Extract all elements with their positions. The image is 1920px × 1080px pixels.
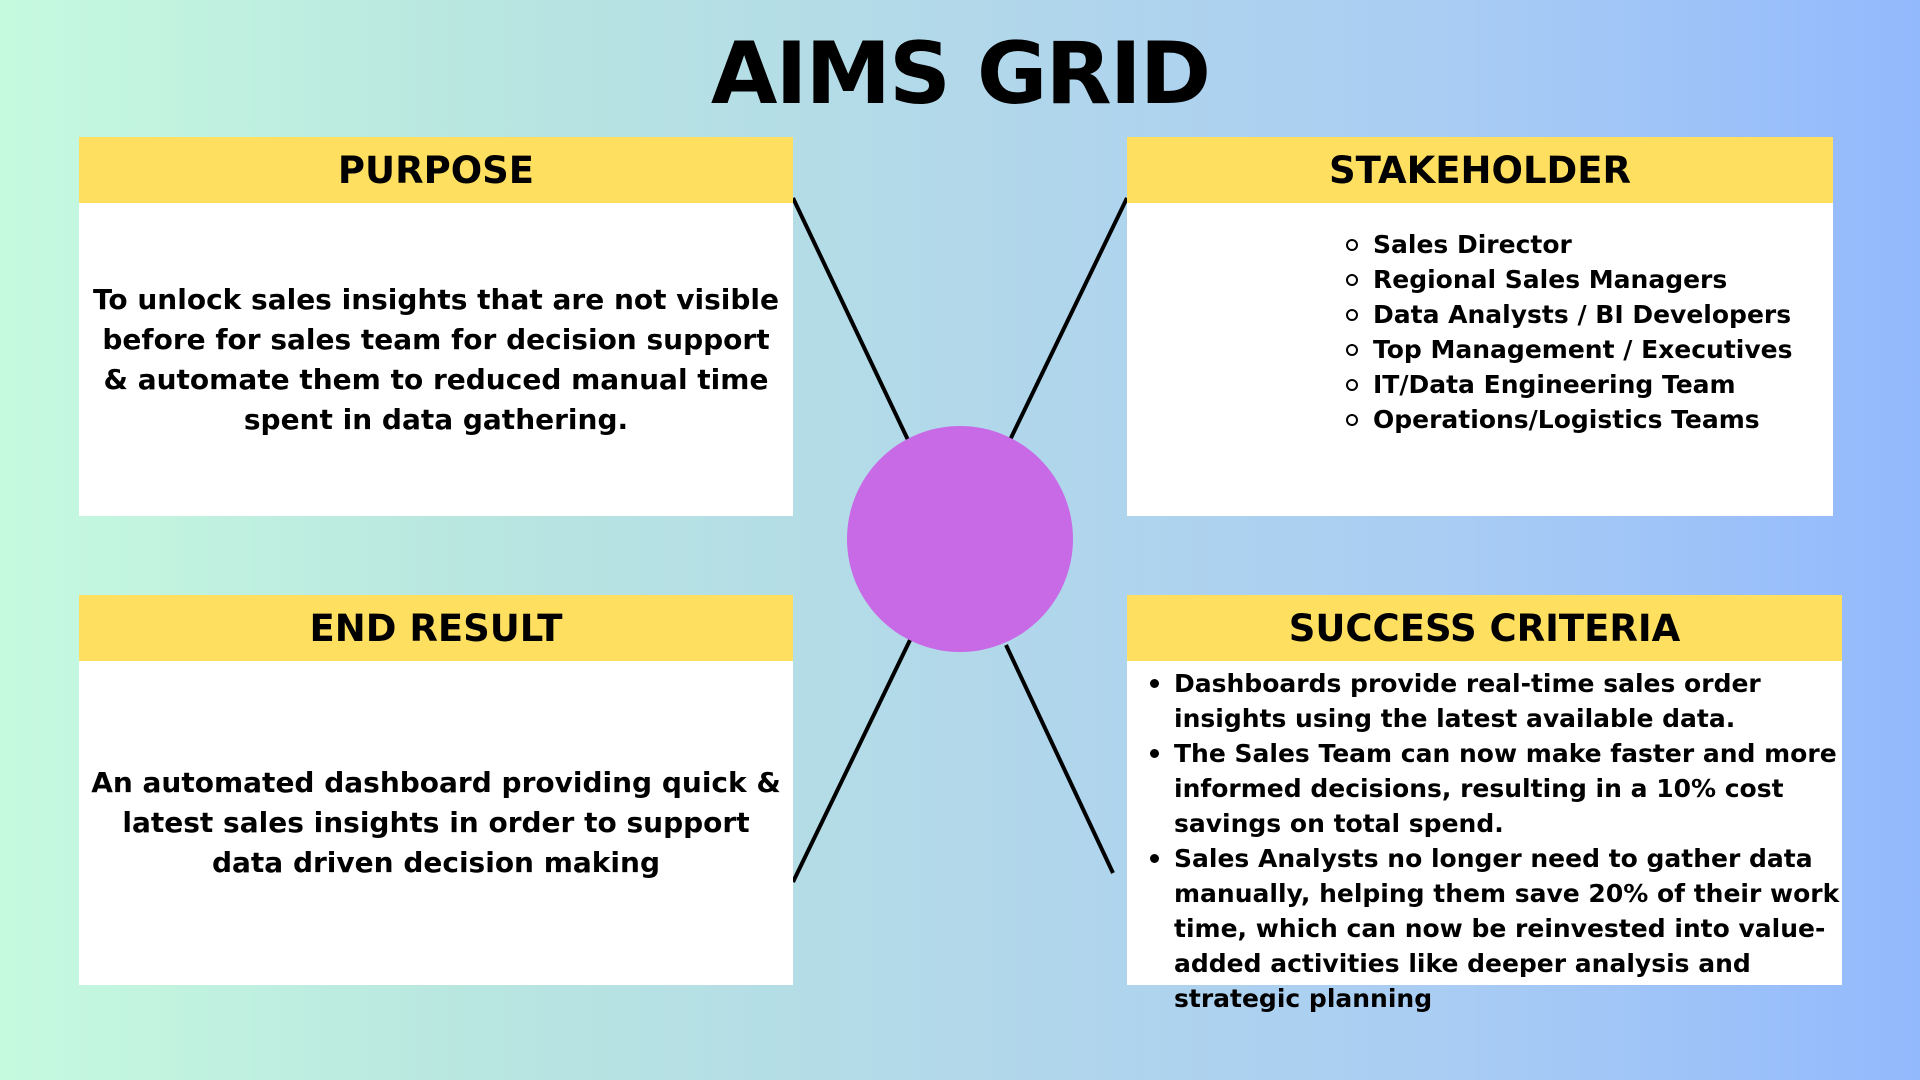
success-criteria-header: SUCCESS CRITERIA [1127, 595, 1842, 661]
circle-bullet-icon [1346, 379, 1358, 391]
purpose-header: PURPOSE [79, 137, 793, 203]
end-result-header: END RESULT [79, 595, 793, 661]
purpose-text: To unlock sales insights that are not vi… [93, 282, 779, 436]
circle-bullet-icon [1346, 344, 1358, 356]
list-item: Sales Analysts no longer need to gather … [1147, 841, 1842, 1016]
connector-success [1004, 644, 1115, 874]
stakeholder-body: Sales Director Regional Sales Managers D… [1127, 203, 1833, 516]
circle-bullet-icon [1346, 414, 1358, 426]
list-item: The Sales Team can now make faster and m… [1147, 736, 1842, 841]
purpose-box: PURPOSE To unlock sales insights that ar… [79, 137, 793, 516]
connector-stakeholder [1008, 197, 1129, 441]
circle-bullet-icon [1346, 239, 1358, 251]
end-result-text: An automated dashboard providing quick &… [91, 766, 781, 879]
connector-purpose [791, 197, 910, 441]
stakeholder-header: STAKEHOLDER [1127, 137, 1833, 203]
circle-bullet-icon [1346, 274, 1358, 286]
success-criteria-list: Dashboards provide real-time sales order… [1127, 666, 1842, 1016]
connector-end-result [791, 637, 913, 883]
list-item: Top Management / Executives [1346, 332, 1833, 367]
circle-bullet-icon [1346, 309, 1358, 321]
dot-bullet-icon [1150, 749, 1159, 758]
success-criteria-body: Dashboards provide real-time sales order… [1127, 661, 1842, 1013]
stakeholder-box: STAKEHOLDER Sales Director Regional Sale… [1127, 137, 1833, 516]
list-item: Operations/Logistics Teams [1346, 402, 1833, 437]
end-result-box: END RESULT An automated dashboard provid… [79, 595, 793, 985]
dot-bullet-icon [1150, 854, 1159, 863]
success-criteria-box: SUCCESS CRITERIA Dashboards provide real… [1127, 595, 1842, 1013]
list-item: Sales Director [1346, 227, 1833, 262]
list-item: IT/Data Engineering Team [1346, 367, 1833, 402]
list-item: Regional Sales Managers [1346, 262, 1833, 297]
list-item: Dashboards provide real-time sales order… [1147, 666, 1842, 736]
list-item: Data Analysts / BI Developers [1346, 297, 1833, 332]
center-hub-circle [847, 426, 1073, 652]
page-title: AIMS GRID [710, 24, 1211, 124]
stakeholder-list: Sales Director Regional Sales Managers D… [1127, 227, 1833, 437]
dot-bullet-icon [1150, 679, 1159, 688]
